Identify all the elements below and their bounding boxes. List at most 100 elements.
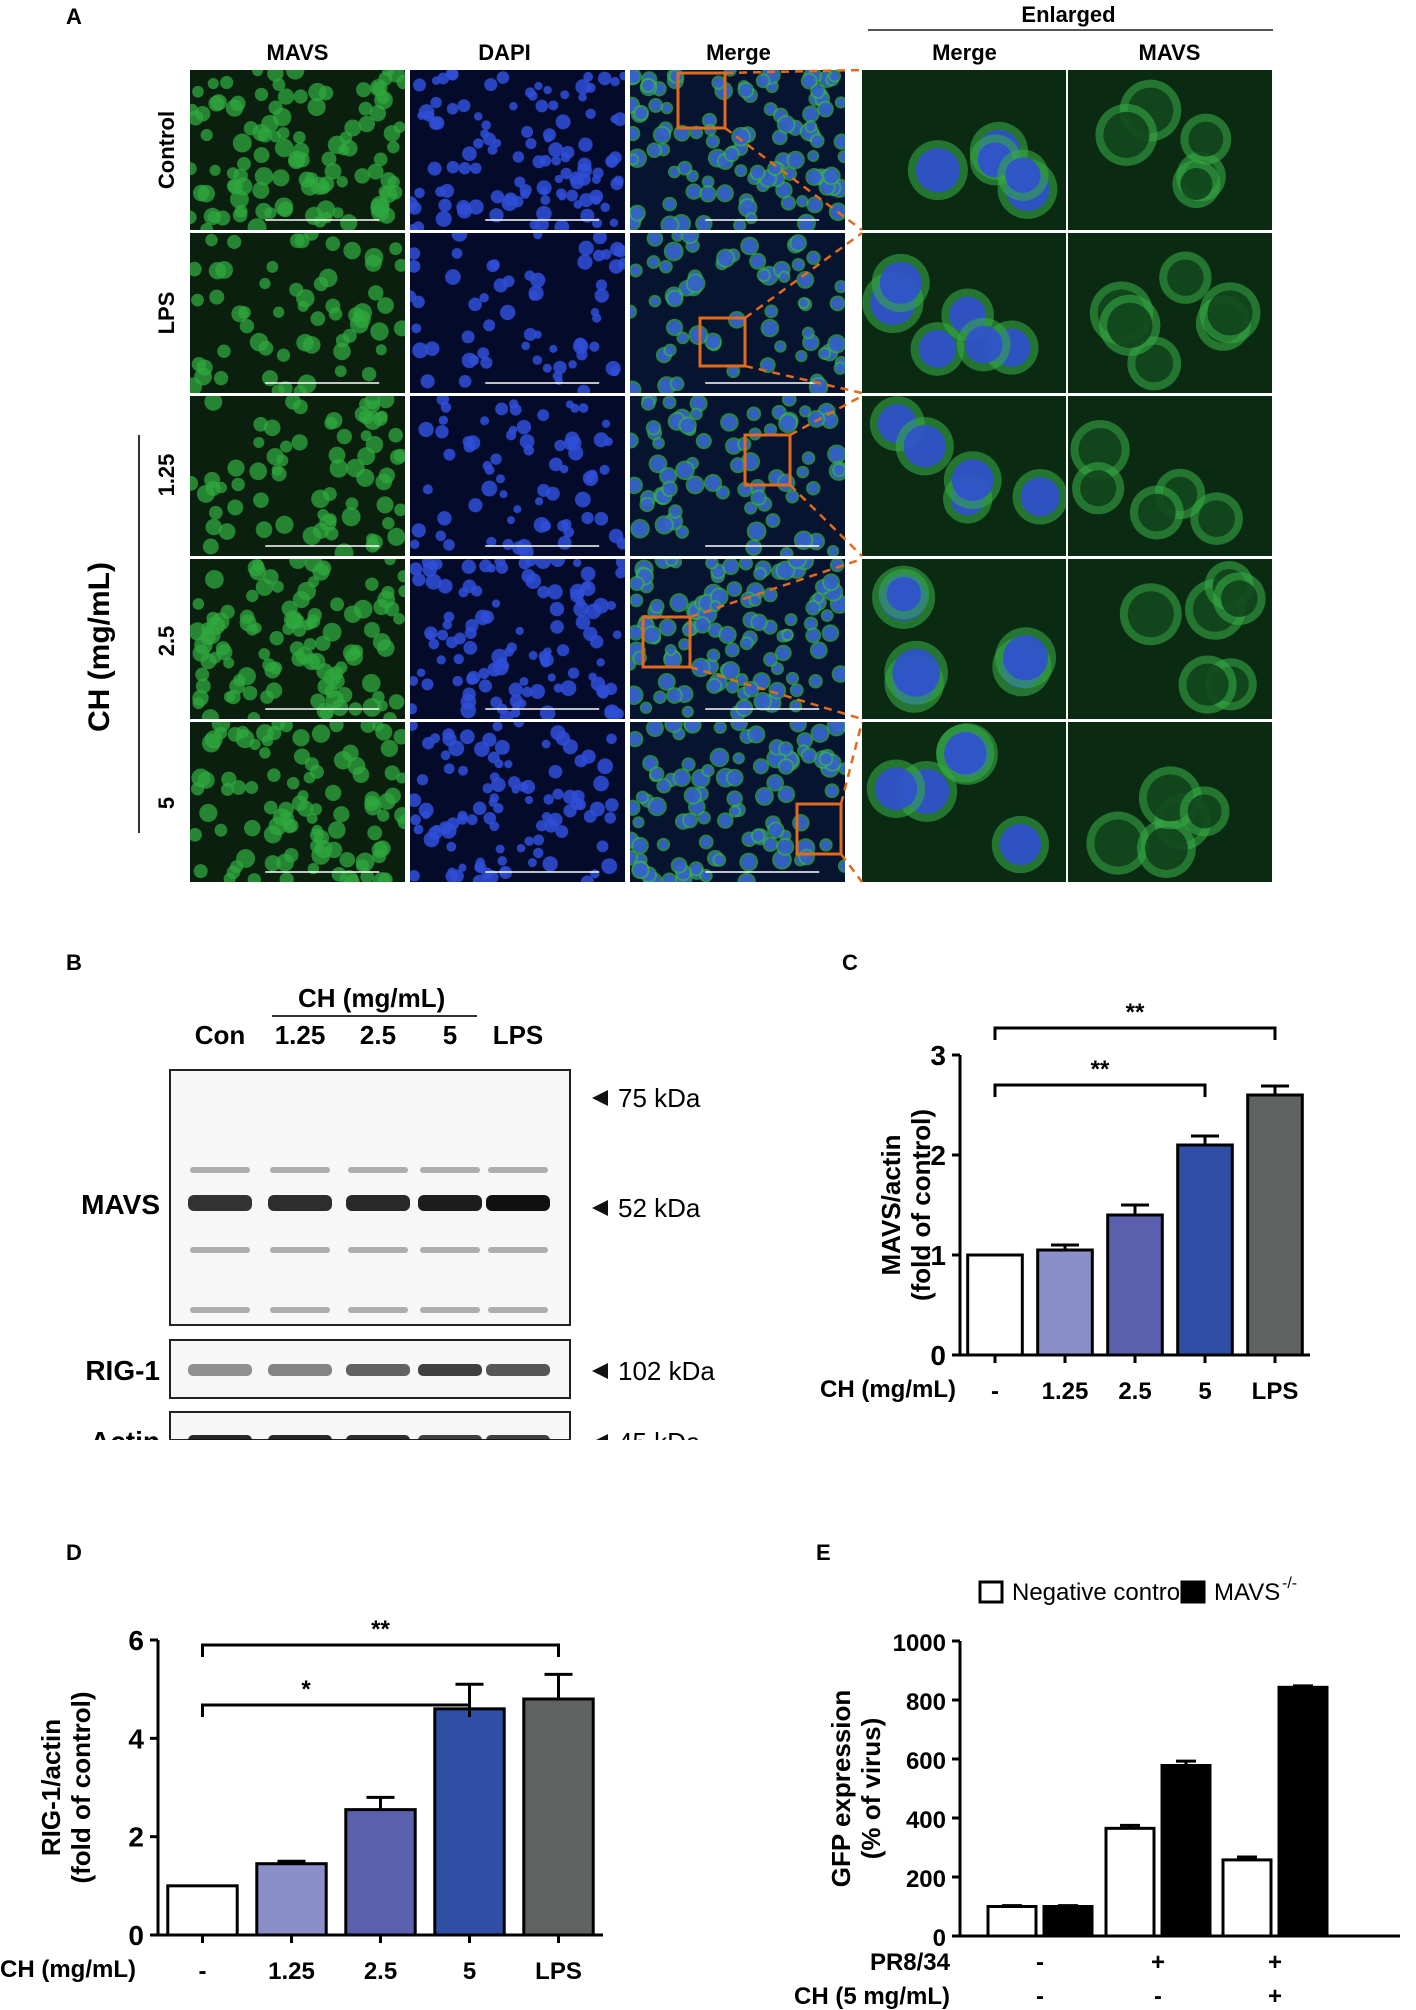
nucleus: [755, 568, 765, 579]
band-faint: [488, 1307, 548, 1313]
nucleus: [803, 453, 814, 463]
nucleus: [823, 626, 838, 640]
nucleus: [824, 168, 839, 184]
cell: [278, 381, 293, 393]
nucleus: [446, 102, 459, 115]
micrograph-mavs-row2: [190, 233, 405, 393]
nucleus: [537, 409, 550, 422]
nucleus: [568, 445, 584, 461]
y-axis-label-line1: MAVS/actin: [876, 1134, 906, 1275]
nucleus: [410, 247, 421, 260]
nucleus: [595, 279, 608, 291]
cell-interior: [1186, 663, 1229, 706]
panel-b-label: B: [66, 950, 82, 975]
nucleus: [555, 825, 569, 839]
cell: [356, 82, 372, 98]
cell: [367, 163, 384, 180]
nucleus: [725, 148, 738, 161]
cell: [339, 851, 356, 868]
nucleus: [553, 683, 564, 693]
nucleus: [609, 218, 619, 227]
nucleus: [578, 403, 589, 413]
cell: [297, 300, 309, 312]
nucleus: [630, 626, 642, 639]
nucleus: [617, 257, 625, 270]
nucleus: [495, 844, 505, 854]
cell: [192, 85, 204, 98]
nucleus: [412, 221, 425, 230]
cell: [306, 614, 321, 629]
nucleus: [798, 467, 808, 477]
cell: [208, 262, 227, 280]
nucleus: [411, 523, 426, 538]
cell: [257, 127, 273, 143]
cell: [249, 563, 267, 581]
marker-label-0: 45 kDa: [618, 1427, 701, 1440]
nucleus: [487, 144, 498, 155]
nucleus: [829, 336, 845, 352]
cell: [311, 724, 331, 743]
micrograph-canvas: [862, 70, 1066, 230]
x-tick-label: 5: [463, 1958, 476, 1985]
y-axis-title: MAVS/actin (fold of control): [876, 1109, 936, 1301]
nucleus: [425, 631, 435, 640]
nucleus: [573, 559, 582, 568]
cell: [200, 128, 213, 142]
nucleus: [666, 646, 675, 655]
cell: [261, 370, 279, 387]
y-tick-label: 800: [906, 1689, 946, 1716]
nucleus: [490, 696, 503, 709]
nucleus: [669, 167, 679, 177]
x-tick-label: 1.25: [1042, 1378, 1089, 1405]
band-actin: [418, 1435, 482, 1447]
nucleus: [537, 585, 550, 599]
nucleus: [612, 708, 624, 719]
zoom-line: [744, 364, 863, 395]
cell: [370, 195, 390, 215]
cell: [276, 853, 294, 872]
condition-value: -: [1036, 1949, 1044, 1976]
nucleus: [466, 670, 481, 685]
nucleus: [471, 585, 483, 597]
cell: [375, 723, 393, 741]
nucleus: [631, 577, 643, 590]
micrograph-canvas: [410, 396, 625, 556]
cell: [313, 276, 329, 292]
cell-interior: [1137, 493, 1176, 532]
nucleus: [525, 138, 537, 150]
nucleus: [438, 198, 452, 212]
nucleus: [630, 687, 642, 704]
cell: [279, 722, 294, 733]
nucleus: [542, 363, 552, 373]
zoom-box: [698, 316, 747, 368]
cell: [387, 527, 405, 546]
nucleus: [651, 768, 663, 780]
nucleus: [451, 248, 463, 259]
band-faint: [420, 1167, 480, 1173]
nucleus: [410, 722, 418, 731]
nucleus: [650, 100, 662, 111]
cell: [310, 311, 326, 327]
cell: [204, 471, 221, 488]
nucleus: [675, 126, 689, 140]
nucleus: [999, 823, 1042, 866]
cell: [377, 297, 394, 314]
cell: [358, 115, 375, 133]
nucleus: [740, 200, 756, 216]
nucleus: [757, 788, 772, 804]
nucleus: [839, 861, 845, 871]
cell: [204, 730, 223, 749]
band-mavs-main: [418, 1195, 482, 1211]
nucleus: [809, 411, 824, 426]
nucleus: [667, 291, 682, 306]
nucleus: [777, 646, 790, 660]
significance-bracket: [993, 1083, 1207, 1097]
nucleus: [560, 90, 570, 100]
nucleus: [605, 154, 619, 168]
nucleus: [410, 201, 422, 215]
nucleus: [663, 874, 675, 882]
cell: [223, 657, 235, 669]
cell: [394, 258, 405, 272]
nucleus: [606, 733, 617, 745]
nucleus: [491, 777, 506, 793]
